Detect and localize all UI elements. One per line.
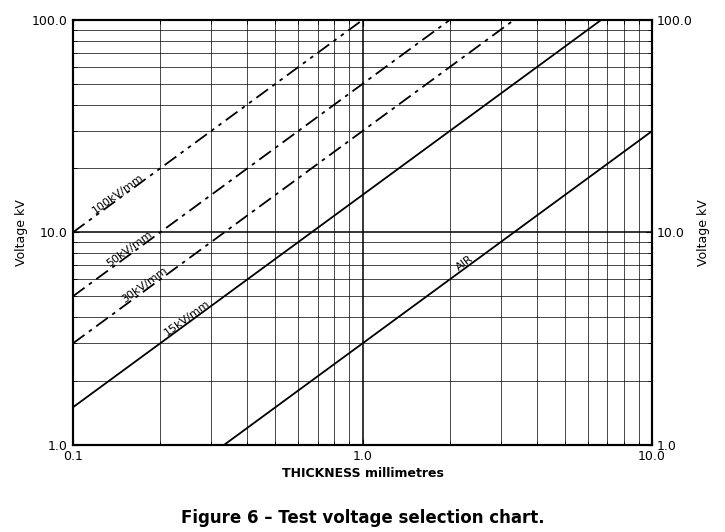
- Text: Figure 6 – Test voltage selection chart.: Figure 6 – Test voltage selection chart.: [181, 509, 544, 527]
- Y-axis label: Voltage kV: Voltage kV: [697, 199, 710, 266]
- Text: 50kV/mm: 50kV/mm: [104, 229, 154, 269]
- Text: AIR: AIR: [454, 253, 475, 272]
- X-axis label: THICKNESS millimetres: THICKNESS millimetres: [281, 467, 444, 480]
- Y-axis label: Voltage kV: Voltage kV: [15, 199, 28, 266]
- Text: 15kV/mm: 15kV/mm: [162, 298, 211, 338]
- Text: 30kV/mm: 30kV/mm: [120, 265, 169, 305]
- Text: 100kV/mm: 100kV/mm: [90, 171, 145, 215]
